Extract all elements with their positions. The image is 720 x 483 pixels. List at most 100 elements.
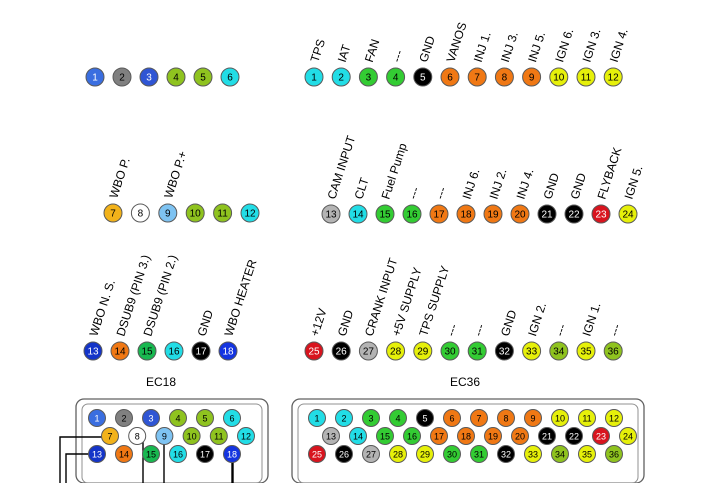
pin-number: 7: [110, 209, 116, 220]
pin-number: 1: [311, 73, 317, 84]
pin-circle: [605, 409, 623, 427]
pin-number: 9: [165, 209, 171, 220]
pin-number: 3: [366, 73, 372, 84]
pin-number: 28: [393, 450, 403, 460]
pin-circle: [440, 67, 460, 87]
pin-circle: [196, 409, 214, 427]
ec36-bottom-pin-31: 31: [470, 445, 488, 463]
ec18-bottom-pin-3: 3: [142, 409, 160, 427]
ec36-bottom-pin-1: 1: [308, 409, 326, 427]
pin-number: 29: [420, 450, 430, 460]
ec36-top-pin-18-label: INJ 6.: [460, 167, 483, 201]
pin-number: 22: [569, 432, 579, 442]
ec36-bottom-pin-5: 5: [416, 409, 434, 427]
pin-circle: [375, 204, 395, 224]
pin-number: 30: [444, 347, 456, 358]
ec18-top-pin-2: 2: [112, 67, 132, 87]
ec36-top-pin-26-label: GND: [335, 308, 357, 338]
pin-circle: [191, 341, 211, 361]
pin-circle: [443, 445, 461, 463]
pin-circle: [511, 427, 529, 445]
pin-number: 12: [241, 432, 251, 442]
ec36-bottom-pin-22: 22: [565, 427, 583, 445]
pin-circle: [362, 445, 380, 463]
ec36-top-pin-16-label: ---: [406, 185, 423, 201]
ec36-bottom-pin-7: 7: [470, 409, 488, 427]
ec18-top-pin-10: 10: [185, 203, 205, 223]
ec18-top-pin-18: 18: [218, 341, 238, 361]
pin-circle: [103, 203, 123, 223]
pin-number: 10: [555, 414, 565, 424]
pin-number: 19: [488, 432, 498, 442]
pin-number: 26: [339, 450, 349, 460]
ec36-top-pin-34: 34: [549, 341, 569, 361]
pin-number: 24: [623, 432, 633, 442]
ec36-top-pin-8: 8: [494, 67, 514, 87]
pin-circle: [322, 427, 340, 445]
ec36-top-pin-27: 27: [358, 341, 378, 361]
ec36-top-pin-1-label: TPS: [308, 37, 329, 64]
ec18-bottom-pin-10: 10: [182, 427, 201, 445]
ec36-top-pin-7: 7: [467, 67, 487, 87]
pin-number: 28: [390, 347, 402, 358]
ec18-bottom-pin-9: 9: [155, 427, 174, 445]
pin-circle: [564, 204, 584, 224]
ec18-bottom-pin-8: 8: [128, 427, 147, 445]
pin-circle: [416, 409, 434, 427]
pin-number: 21: [542, 432, 552, 442]
ec36-top-pin-25: 25: [304, 341, 324, 361]
pin-circle: [155, 427, 174, 445]
ec18-top-pin-14: 14: [110, 341, 130, 361]
pin-circle: [137, 341, 157, 361]
pin-number: 3: [146, 73, 152, 84]
ec18-top-pin-13-label: WBO N. S.: [87, 278, 118, 338]
pin-circle: [185, 203, 205, 223]
pin-circle: [88, 445, 106, 463]
pin-circle: [112, 67, 132, 87]
pin-circle: [223, 409, 241, 427]
pin-circle: [522, 67, 542, 87]
ec36-top-pin-12-label: IGN 4.: [607, 27, 631, 64]
pin-number: 6: [229, 414, 234, 424]
pin-circle: [429, 204, 449, 224]
ec36-top-pin-23-label: FLYBACK: [595, 145, 625, 200]
pin-circle: [402, 204, 422, 224]
ec36-top-pin-28: 28: [386, 341, 406, 361]
ec36-top-pin-12: 12: [603, 67, 623, 87]
pin-number: 20: [515, 432, 525, 442]
pin-circle: [389, 409, 407, 427]
ec36-top-pin-17: 17: [429, 204, 449, 224]
ec18-top-pin-16: 16: [164, 341, 184, 361]
pin-circle: [348, 204, 368, 224]
pin-circle: [358, 67, 378, 87]
ec18-bottom-pin-13: 13: [88, 445, 106, 463]
pin-number: 4: [395, 414, 400, 424]
ec18-top-pin-3: 3: [139, 67, 159, 87]
pin-circle: [497, 445, 515, 463]
pin-circle: [510, 204, 530, 224]
pin-circle: [362, 409, 380, 427]
pin-number: 17: [200, 450, 210, 460]
pin-circle: [196, 445, 214, 463]
pin-circle: [565, 427, 583, 445]
ec36-top-pin-20-label: INJ 4.: [514, 167, 537, 201]
pin-number: 11: [214, 432, 223, 442]
ec36-bottom-pin-26: 26: [335, 445, 353, 463]
pin-number: 15: [380, 432, 390, 442]
ec36-bottom-pin-27: 27: [362, 445, 380, 463]
ec36-top-pin-32-label: GND: [498, 308, 520, 338]
pin-number: 10: [190, 209, 202, 220]
ec36-bottom-pin-36: 36: [605, 445, 623, 463]
pin-circle: [220, 67, 240, 87]
pin-number: 8: [502, 73, 508, 84]
ec18-bottom-pin-1: 1: [88, 409, 106, 427]
ec36-top-pin-1: 1: [304, 67, 324, 87]
ec36-bottom-pin-11: 11: [578, 409, 596, 427]
ec18-top-pin-12: 12: [240, 203, 260, 223]
ec36-bottom-pin-23: 23: [592, 427, 610, 445]
pin-number: 31: [474, 450, 484, 460]
ec18-top-pin-6: 6: [220, 67, 240, 87]
pin-number: 1: [92, 73, 98, 84]
pin-circle: [182, 427, 201, 445]
